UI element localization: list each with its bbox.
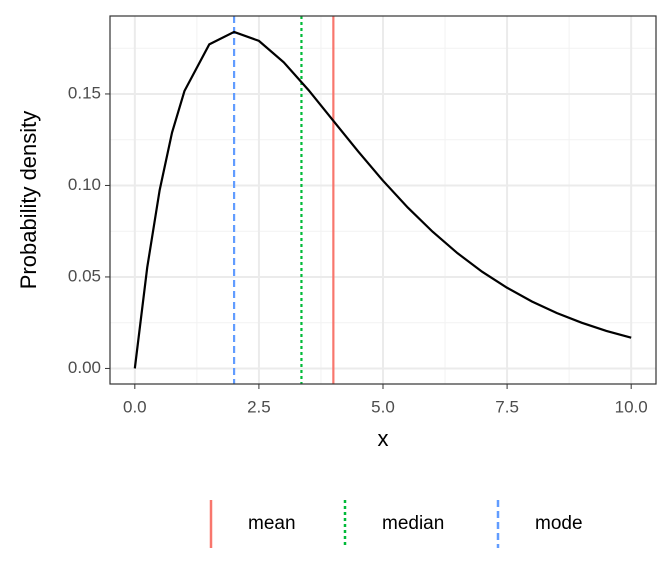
density-curve	[133, 30, 632, 369]
x-tick-label: 0.0	[123, 397, 147, 416]
y-tick-label: 0.05	[68, 266, 101, 285]
y-tick-label: 0.10	[68, 175, 101, 194]
x-tick-label: 10.0	[615, 397, 648, 416]
x-tick-label: 2.5	[247, 397, 271, 416]
x-axis-title: x	[378, 426, 389, 451]
y-axis-title: Probability density	[16, 111, 41, 290]
legend-label: mode	[535, 513, 583, 534]
legend-label: median	[382, 513, 444, 534]
y-tick-label: 0.00	[68, 358, 101, 377]
panel-border	[109, 15, 657, 385]
x-tick-label: 7.5	[495, 397, 519, 416]
legend-label: mean	[248, 513, 296, 534]
x-tick-label: 5.0	[371, 397, 395, 416]
y-tick-label: 0.15	[68, 83, 101, 102]
